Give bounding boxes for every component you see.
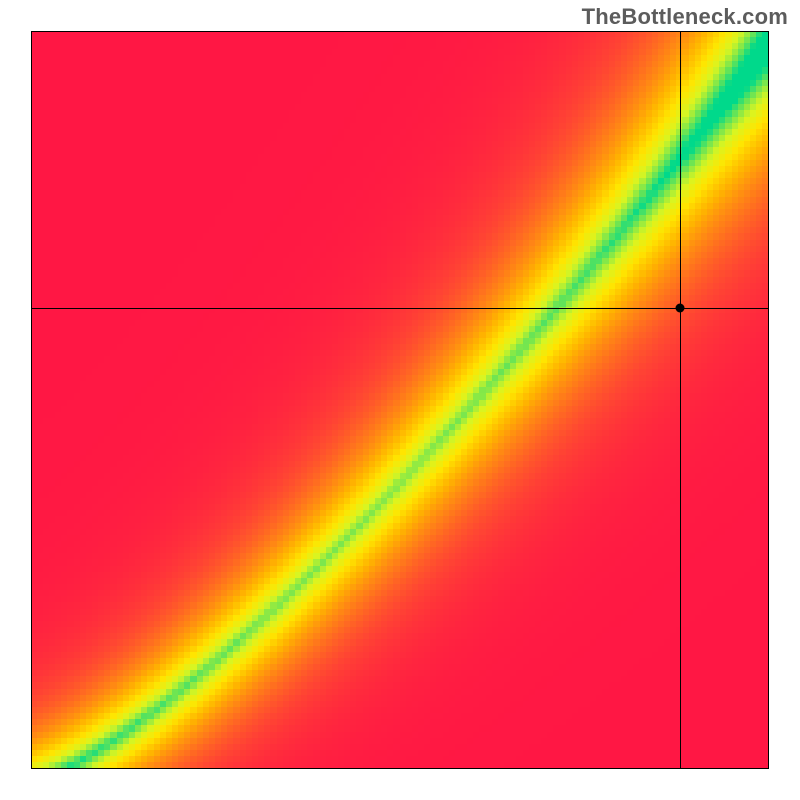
crosshair-vertical <box>680 31 681 769</box>
heatmap-canvas <box>31 31 769 769</box>
crosshair-horizontal <box>31 308 769 309</box>
watermark-text: TheBottleneck.com <box>582 4 788 30</box>
chart-container: TheBottleneck.com <box>0 0 800 800</box>
crosshair-marker <box>676 303 685 312</box>
heatmap-plot <box>31 31 769 769</box>
